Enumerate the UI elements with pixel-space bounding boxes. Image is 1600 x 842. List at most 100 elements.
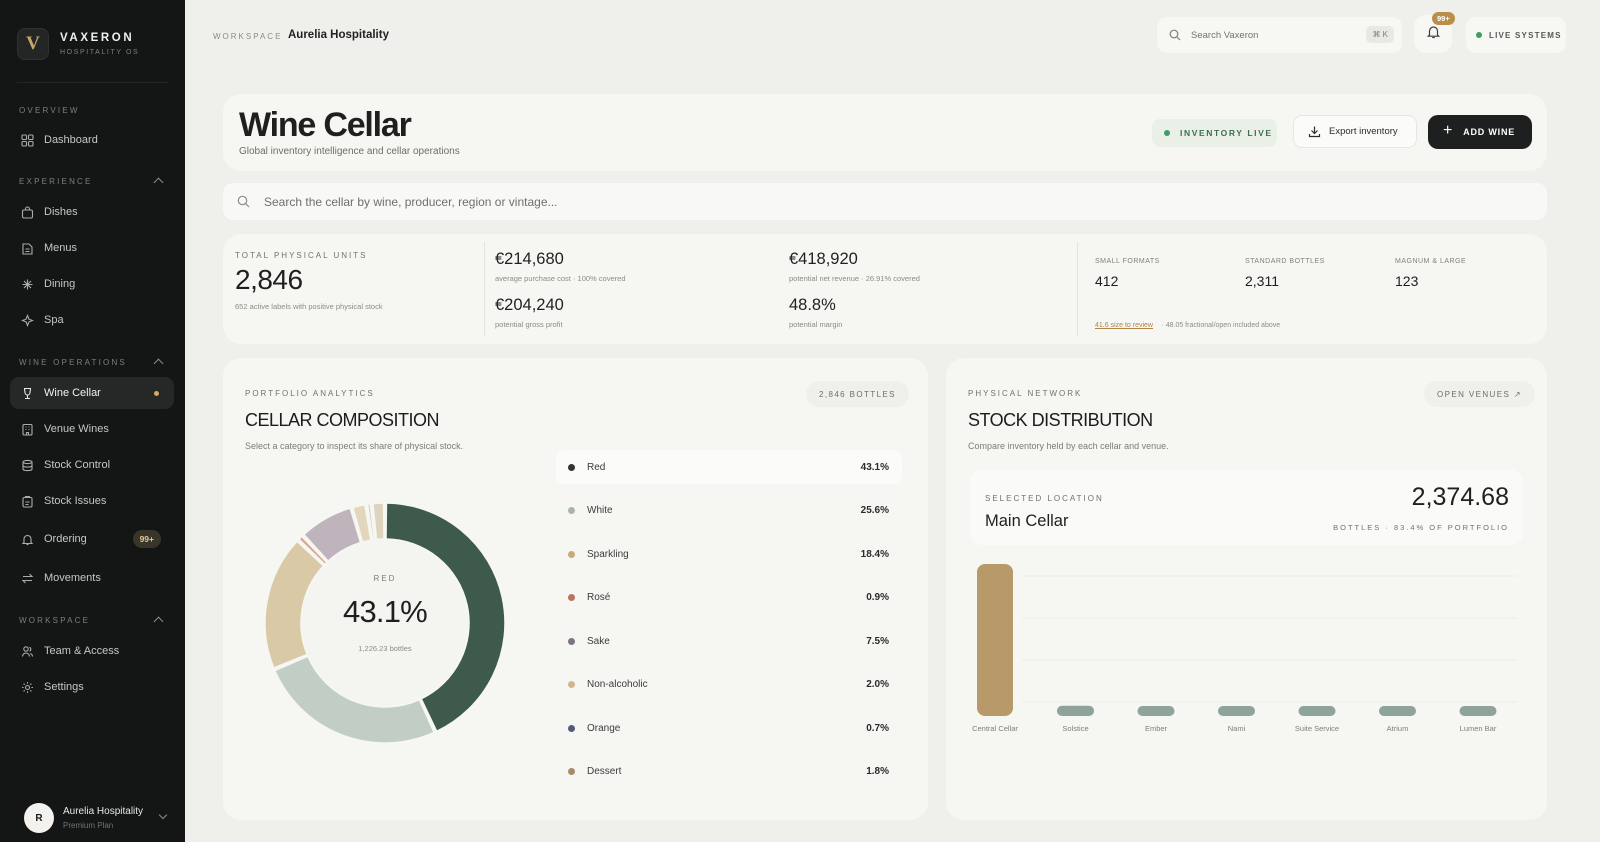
user-menu[interactable]: R Aurelia Hospitality Premium Plan: [24, 803, 143, 833]
legend-value: 18.4%: [860, 548, 889, 560]
legend-swatch: [568, 681, 575, 688]
donut-chart[interactable]: [250, 488, 520, 758]
avatar: R: [24, 803, 54, 833]
bar-ember[interactable]: [1137, 706, 1175, 716]
sidebar-item-label: Dashboard: [44, 134, 98, 146]
sidebar-item-stock-issues[interactable]: Stock Issues: [10, 485, 174, 517]
gross-profit-value: €204,240: [495, 296, 564, 314]
workspace-label: WORKSPACE: [213, 32, 283, 41]
review-link[interactable]: 41.6 size to review: [1095, 322, 1153, 329]
legend-label: Red: [587, 461, 606, 473]
magnum-large-value: 123: [1395, 273, 1419, 289]
standard-bottles-value: 2,311: [1245, 273, 1279, 289]
donut-slice-non-alcoholic[interactable]: [351, 503, 372, 543]
nav-section-label: WINE OPERATIONS: [19, 357, 127, 367]
legend-value: 43.1%: [860, 461, 889, 473]
legend-row[interactable]: Orange 0.7%: [556, 711, 902, 745]
bar-lumen-bar[interactable]: [1459, 706, 1497, 716]
selected-location-label: SELECTED LOCATION: [985, 494, 1104, 503]
legend-row[interactable]: Non-alcoholic 2.0%: [556, 668, 902, 702]
bar-chart[interactable]: Central Cellar Solstice Ember Nami Suite Ser…: [962, 556, 1522, 746]
search-placeholder: Search Vaxeron: [1191, 29, 1259, 41]
legend-row[interactable]: White 25.6%: [556, 494, 902, 528]
section-caps: PHYSICAL NETWORK: [968, 389, 1083, 398]
legend-row[interactable]: Rosé 0.9%: [556, 581, 902, 615]
donut-slice-dessert[interactable]: [372, 502, 385, 541]
nav-section-experience[interactable]: EXPERIENCE: [19, 176, 164, 188]
legend-row[interactable]: Sake 7.5%: [556, 624, 902, 658]
donut-slice-orange[interactable]: [366, 503, 376, 541]
chevron-down-icon[interactable]: [158, 810, 168, 820]
sidebar-item-wine-cellar[interactable]: Wine Cellar: [10, 377, 174, 409]
sidebar-item-menus[interactable]: Menus: [10, 232, 174, 264]
nav-section-wine-operations[interactable]: WINE OPERATIONS: [19, 357, 164, 369]
legend-row[interactable]: Dessert 1.8%: [556, 755, 902, 789]
bar-central-cellar[interactable]: [977, 564, 1013, 716]
add-wine-label: ADD WINE: [1463, 127, 1516, 137]
magnum-large-label: MAGNUM & LARGE: [1395, 258, 1467, 265]
nav-section-label: EXPERIENCE: [19, 176, 93, 186]
donut-center-label: RED: [373, 574, 397, 583]
total-units-value: 2,846: [235, 264, 303, 295]
legend-label: Dessert: [587, 766, 622, 777]
small-formats-label: SMALL FORMATS: [1095, 258, 1160, 265]
open-venues-button[interactable]: OPEN VENUES ↗: [1424, 381, 1535, 407]
bar-solstice[interactable]: [1057, 705, 1094, 716]
live-systems-label: LIVE SYSTEMS: [1489, 30, 1562, 40]
donut-center-note: 1,226.23 bottles: [358, 644, 412, 653]
sidebar-item-dining[interactable]: Dining: [10, 268, 174, 300]
sidebar-item-dishes[interactable]: Dishes: [10, 196, 174, 228]
legend-label: Non-alcoholic: [587, 679, 648, 690]
legend-swatch: [568, 594, 575, 601]
sidebar-item-movements[interactable]: Movements: [10, 562, 174, 594]
section-subtitle: Compare inventory held by each cellar an…: [968, 441, 1169, 451]
export-label: Export inventory: [1329, 126, 1398, 137]
export-inventory-button[interactable]: Export inventory: [1293, 115, 1417, 148]
clipboard-icon: [20, 494, 34, 508]
sidebar-item-venue-wines[interactable]: Venue Wines: [10, 413, 174, 445]
inventory-live-badge: INVENTORY LIVE: [1152, 119, 1277, 147]
donut-slice-sake[interactable]: [302, 507, 362, 563]
bar-nami[interactable]: [1218, 706, 1255, 716]
nav-section-workspace[interactable]: WORKSPACE: [19, 615, 164, 627]
sidebar-item-label: Stock Control: [44, 459, 111, 471]
donut-slice-red[interactable]: [385, 502, 506, 733]
count-badge: 99+: [132, 530, 161, 548]
cellar-search-placeholder: Search the cellar by wine, producer, reg…: [264, 194, 558, 209]
legend-row[interactable]: Sparkling 18.4%: [556, 537, 902, 571]
legend-value: 0.9%: [866, 592, 889, 603]
sidebar-item-spa[interactable]: Spa: [10, 304, 174, 336]
page-title: Wine Cellar: [239, 106, 412, 144]
workspace-name[interactable]: Aurelia Hospitality: [288, 29, 389, 41]
live-systems-status[interactable]: LIVE SYSTEMS: [1466, 17, 1566, 53]
brand-subtitle: HOSPITALITY OS: [60, 49, 140, 56]
donut-slice-ros-[interactable]: [297, 535, 328, 566]
donut-slice-sparkling[interactable]: [264, 540, 325, 669]
notification-badge: 99+: [1432, 12, 1455, 25]
sidebar-item-ordering[interactable]: Ordering 99+: [10, 523, 174, 555]
stats-panel: TOTAL PHYSICAL UNITS 2,846 652 active la…: [223, 234, 1547, 344]
legend-swatch: [568, 463, 575, 471]
legend-value: 25.6%: [860, 505, 889, 516]
sidebar-item-settings[interactable]: Settings: [10, 671, 174, 703]
add-wine-button[interactable]: + ADD WINE: [1428, 115, 1532, 149]
legend-label: Rosé: [587, 592, 611, 603]
donut-slice-white[interactable]: [273, 655, 436, 744]
brand[interactable]: V VAXERON HOSPITALITY OS: [17, 28, 139, 60]
grid-icon: [20, 133, 34, 147]
legend-label: Sparkling: [587, 548, 629, 560]
sidebar-item-dashboard[interactable]: Dashboard: [10, 124, 174, 156]
bar-suite-service[interactable]: [1298, 706, 1336, 716]
legend-swatch: [568, 550, 575, 558]
search-icon: [237, 195, 250, 208]
selected-location-name: Main Cellar: [985, 512, 1069, 530]
bar-label: Lumen Bar: [1460, 724, 1497, 733]
global-search-input[interactable]: Search Vaxeron ⌘ K: [1157, 17, 1402, 53]
bar-atrium[interactable]: [1379, 706, 1416, 716]
sidebar-item-stock-control[interactable]: Stock Control: [10, 449, 174, 481]
cellar-search-input[interactable]: Search the cellar by wine, producer, reg…: [223, 183, 1547, 220]
status-dot: [154, 390, 159, 396]
database-icon: [20, 458, 34, 472]
sidebar-item-team-access[interactable]: Team & Access: [10, 635, 174, 667]
legend-row[interactable]: Red 43.1%: [556, 450, 902, 484]
